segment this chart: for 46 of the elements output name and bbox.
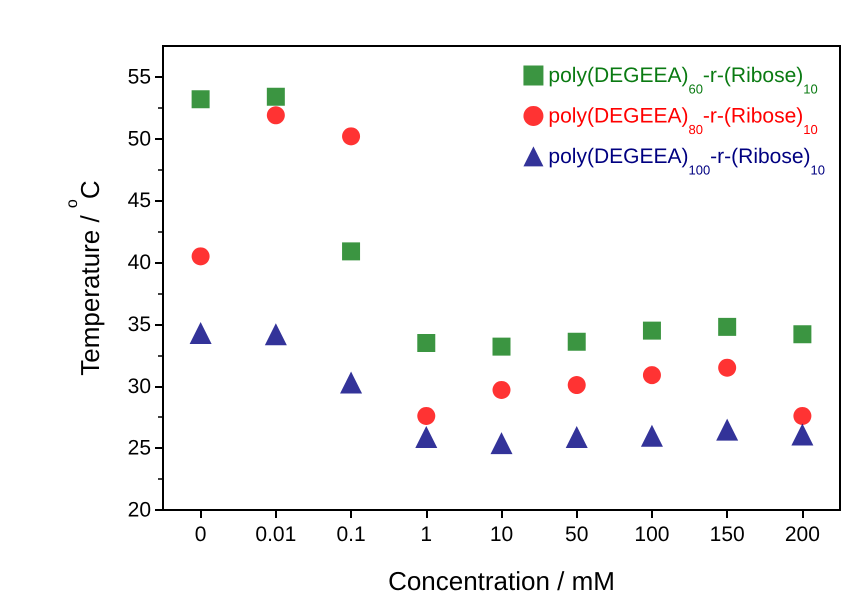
point (190, 322, 212, 344)
point (415, 426, 438, 448)
y-tick-label: 30 (128, 374, 151, 398)
y-tick-label: 55 (128, 65, 151, 88)
x-axis-title: Concentration / mM (388, 566, 615, 596)
y-tick-label: 20 (128, 498, 151, 522)
point (492, 338, 510, 356)
point (266, 88, 285, 106)
point (264, 323, 287, 346)
point (490, 432, 512, 454)
point (568, 376, 586, 394)
x-tick-label: 200 (784, 523, 820, 546)
x-tick-label: 150 (710, 523, 745, 546)
point (642, 366, 661, 384)
point (642, 322, 661, 340)
point (342, 127, 360, 146)
point (716, 418, 738, 441)
point (718, 358, 736, 377)
point (492, 380, 510, 399)
point (793, 406, 812, 425)
x-tick-label: 0.1 (336, 523, 366, 546)
point (793, 325, 812, 344)
point (568, 332, 586, 351)
x-tick-label: 1 (420, 523, 432, 546)
point (718, 318, 736, 336)
point (791, 424, 814, 446)
y-tick-label: 40 (128, 251, 151, 274)
x-tick-label: 100 (634, 523, 670, 546)
y-tick-label: 25 (128, 436, 151, 460)
y-axis-title: Temperature / oC (63, 180, 105, 376)
point (266, 106, 285, 124)
point (192, 90, 210, 108)
point (417, 406, 436, 425)
x-tick-label: 50 (565, 523, 588, 546)
point (192, 247, 210, 266)
y-tick-label: 35 (128, 312, 151, 336)
point (340, 372, 362, 394)
x-tick-label: 0 (194, 523, 206, 546)
point (342, 242, 360, 260)
x-tick-label: 10 (490, 523, 514, 546)
point (566, 426, 588, 448)
y-tick-label: 50 (128, 127, 151, 150)
point (417, 334, 436, 352)
y-tick-label: 45 (128, 189, 151, 212)
point (640, 424, 663, 447)
x-tick-label: 0.01 (255, 523, 296, 546)
